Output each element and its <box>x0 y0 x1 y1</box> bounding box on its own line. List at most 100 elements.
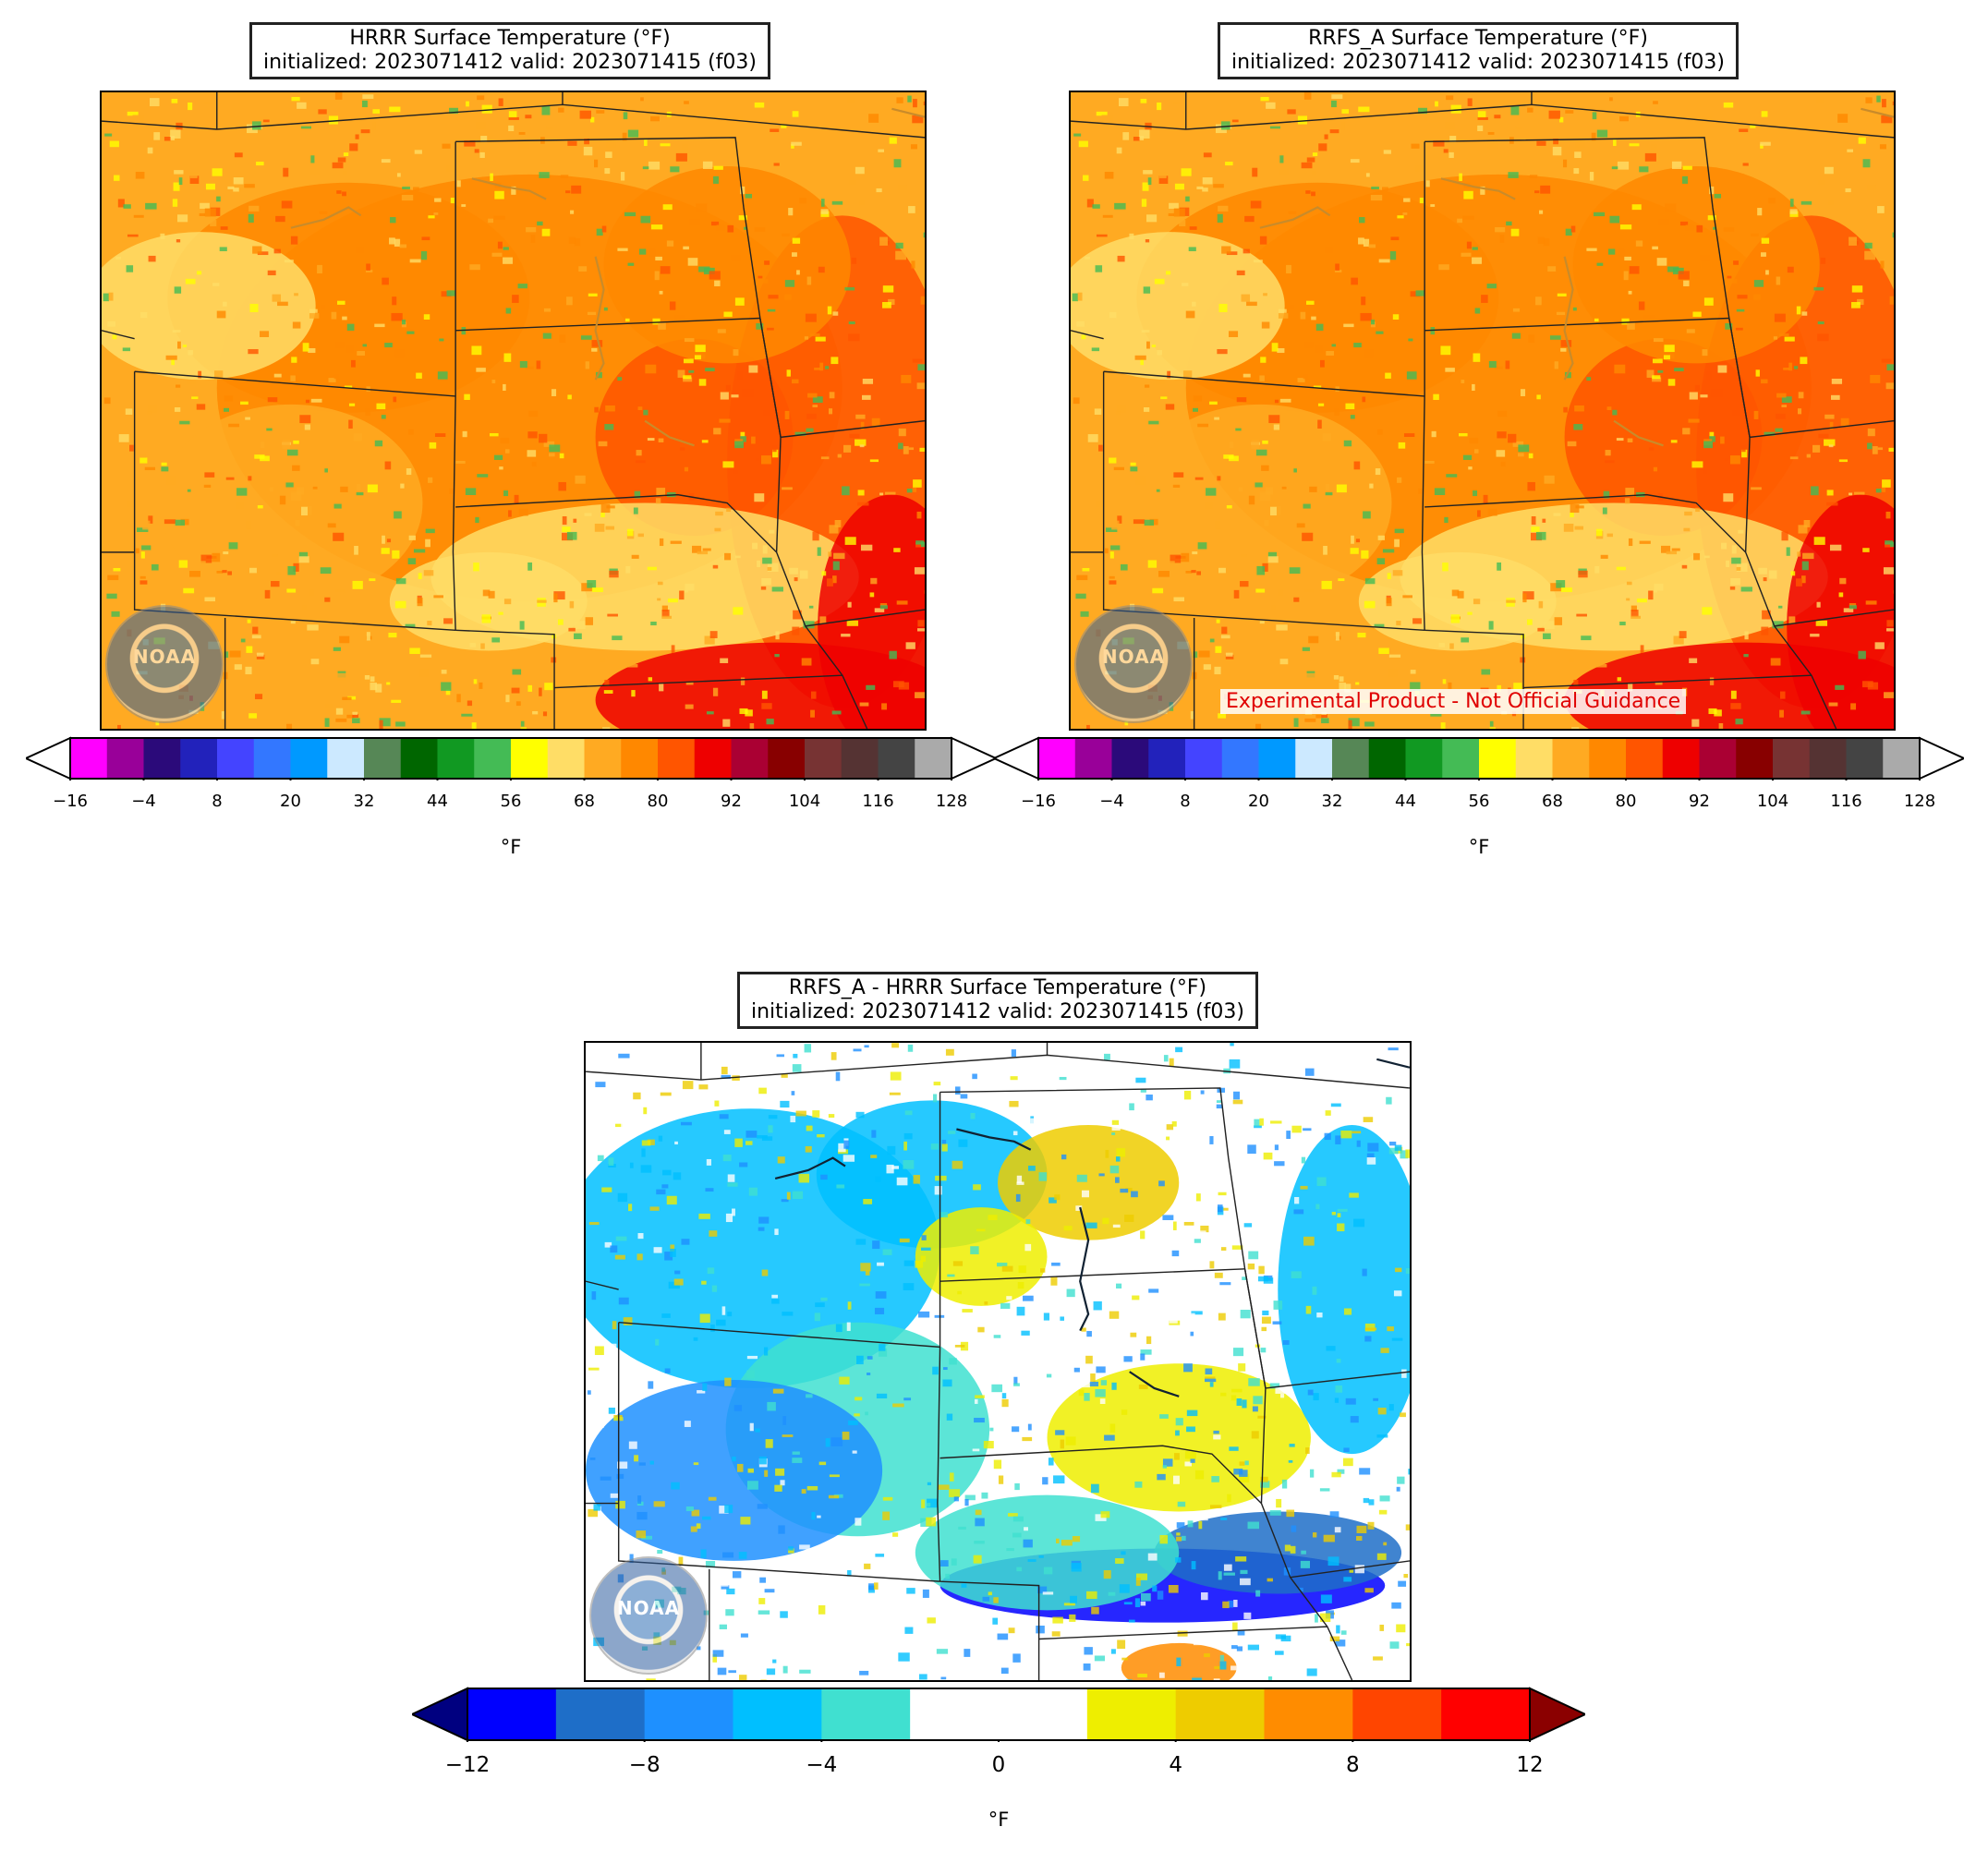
colorbar-swatch <box>1148 738 1186 779</box>
colorbar-tick-label: 8 <box>1180 792 1191 811</box>
colorbar-swatch <box>1515 738 1553 779</box>
colorbar-unit-label: °F <box>500 836 522 858</box>
colorbar-tick-label: −4 <box>806 1753 838 1777</box>
colorbar-extend-low <box>26 736 71 780</box>
noaa-logo: NOAA <box>589 1556 708 1675</box>
colorbar-tick-label: 20 <box>280 792 301 811</box>
map-field <box>102 92 925 729</box>
colorbar-swatch <box>1736 738 1774 779</box>
colorbar-extend-low <box>994 736 1039 780</box>
map-field <box>586 1043 1410 1680</box>
colorbar-tick-label: 68 <box>1542 792 1563 811</box>
colorbar-swatch <box>70 738 108 779</box>
colorbar-swatch <box>1809 738 1847 779</box>
colorbar-swatch <box>1883 738 1921 779</box>
colorbar-swatch <box>915 738 952 779</box>
colorbar-tick-label: −4 <box>1099 792 1124 811</box>
colorbar-tick-label: −8 <box>628 1753 661 1777</box>
colorbar-swatch <box>1662 738 1700 779</box>
colorbar-swatch <box>1441 1688 1531 1740</box>
colorbar-unit-label: °F <box>988 1809 1010 1831</box>
colorbar-extend-high <box>951 736 996 780</box>
colorbar-swatch <box>1773 738 1811 779</box>
rrfs-temperature-map: NOAA Experimental Product - Not Official… <box>1069 91 1896 731</box>
colorbar-tick-label: 104 <box>1756 792 1789 811</box>
colorbar-swatch <box>1352 1688 1442 1740</box>
rrfs-title: RRFS_A Surface Temperature (°F) initiali… <box>1218 22 1739 79</box>
hrrr-title: HRRR Surface Temperature (°F) initialize… <box>249 22 770 79</box>
colorbar-tick-label: 56 <box>1468 792 1490 811</box>
colorbar-swatch <box>217 738 255 779</box>
colorbar-swatch <box>1295 738 1333 779</box>
colorbar-tick-label: −4 <box>131 792 156 811</box>
colorbar-swatch <box>731 738 769 779</box>
colorbar-swatch <box>999 1688 1088 1740</box>
colorbar-swatch <box>143 738 181 779</box>
colorbar-swatches <box>412 1687 1585 1742</box>
colorbar-swatch <box>1552 738 1590 779</box>
colorbar-swatch <box>1626 738 1664 779</box>
colorbar-swatch <box>1074 738 1112 779</box>
colorbar-swatch <box>327 738 365 779</box>
rrfs-temperature-colorbar: −16 −4 8 20 32 44 56 68 80 92 104 116 128 °F <box>994 736 1964 865</box>
colorbar-swatch <box>1086 1688 1177 1740</box>
hrrr-title-line2: initialized: 2023071412 valid: 202307141… <box>263 51 757 74</box>
colorbar-swatch <box>400 738 438 779</box>
colorbar-swatch <box>1442 738 1480 779</box>
colorbar-swatch <box>1221 738 1259 779</box>
colorbar-swatch <box>1258 738 1296 779</box>
colorbar-tick-label: 128 <box>1903 792 1936 811</box>
colorbar-tick-label: 4 <box>1169 1753 1182 1777</box>
colorbar-tick-label: 12 <box>1516 1753 1544 1777</box>
colorbar-swatch <box>584 738 622 779</box>
colorbar-swatch <box>1405 738 1443 779</box>
colorbar-swatch <box>511 738 549 779</box>
colorbar-swatch <box>733 1688 822 1740</box>
colorbar-swatch <box>694 738 732 779</box>
colorbar-extend-low <box>412 1687 468 1742</box>
colorbar-tick-label: 116 <box>862 792 894 811</box>
hrrr-temperature-map: NOAA <box>100 91 927 731</box>
colorbar-tick-label: 128 <box>935 792 968 811</box>
hrrr-title-line1: HRRR Surface Temperature (°F) <box>349 27 671 50</box>
diff-title-line1: RRFS_A - HRRR Surface Temperature (°F) <box>788 976 1207 999</box>
colorbar-tick-label: 56 <box>500 792 522 811</box>
hrrr-temperature-colorbar: −16 −4 8 20 32 44 56 68 80 92 104 116 128 °F <box>26 736 996 865</box>
colorbar-tick-label: 80 <box>647 792 669 811</box>
colorbar-unit-label: °F <box>1468 836 1490 858</box>
colorbar-swatch <box>805 738 842 779</box>
colorbar-swatch <box>1264 1688 1353 1740</box>
colorbar-extend-high <box>1529 1687 1585 1742</box>
colorbar-swatch <box>821 1688 911 1740</box>
colorbar-tick-label: −16 <box>53 792 88 811</box>
colorbar-swatch <box>658 738 696 779</box>
colorbar-tick-label: 92 <box>1689 792 1710 811</box>
colorbar-swatch <box>1368 738 1406 779</box>
colorbar-tick-label: 44 <box>1395 792 1416 811</box>
colorbar-swatch <box>1846 738 1884 779</box>
colorbar-tick-label: 32 <box>1321 792 1343 811</box>
rrfs-title-line1: RRFS_A Surface Temperature (°F) <box>1308 27 1648 50</box>
diff-title-line2: initialized: 2023071412 valid: 202307141… <box>751 1000 1244 1023</box>
diff-temperature-colorbar: −12 −8 −4 0 4 8 12 °F <box>412 1687 1585 1831</box>
colorbar-swatch <box>253 738 291 779</box>
colorbar-tick-label: 20 <box>1248 792 1269 811</box>
colorbar-swatch <box>841 738 879 779</box>
colorbar-tick-label: 104 <box>788 792 821 811</box>
colorbar-tick-label: −16 <box>1021 792 1056 811</box>
colorbar-swatch <box>547 738 585 779</box>
rrfs-title-line2: initialized: 2023071412 valid: 202307141… <box>1231 51 1725 74</box>
colorbar-extend-high <box>1919 736 1964 780</box>
colorbar-tick-label: 8 <box>212 792 223 811</box>
diff-title: RRFS_A - HRRR Surface Temperature (°F) i… <box>737 972 1258 1029</box>
colorbar-swatches <box>26 736 996 780</box>
colorbar-swatch <box>1332 738 1370 779</box>
colorbar-swatch <box>437 738 475 779</box>
colorbar-swatch <box>467 1688 557 1740</box>
colorbar-tick-label: 44 <box>427 792 448 811</box>
noaa-logo: NOAA <box>105 605 224 723</box>
colorbar-tick-label: −12 <box>444 1753 491 1777</box>
colorbar-tick-label: 32 <box>353 792 375 811</box>
colorbar-tick-label: 68 <box>574 792 595 811</box>
colorbar-swatch <box>644 1688 733 1740</box>
